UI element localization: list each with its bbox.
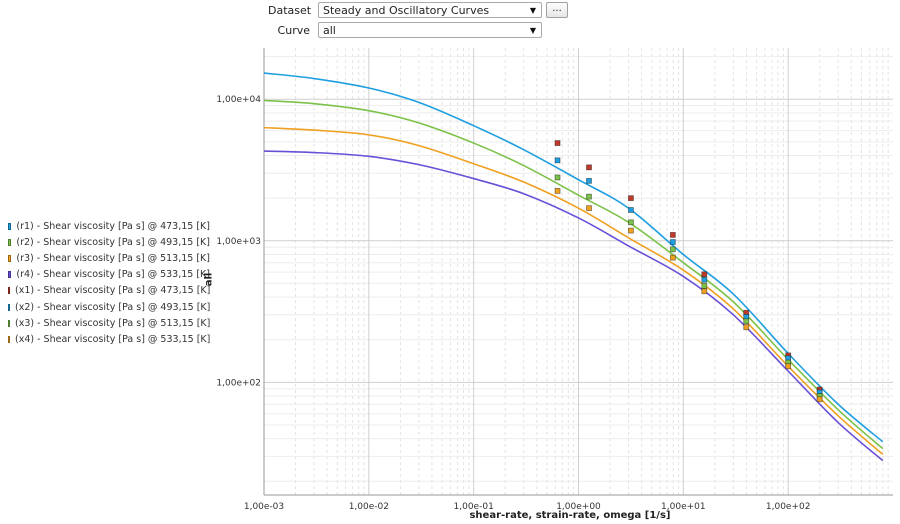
legend-label: (r4) - Shear viscosity [Pa s] @ 533,15 [… [16,269,210,281]
data-point-marker [669,239,676,245]
data-point-marker [554,174,561,181]
legend-label: (x3) - Shear viscosity [Pa s] @ 513,15 [… [15,317,211,329]
y-tick-label: 1,00e+04 [216,95,261,105]
data-point-marker [628,227,634,234]
data-point-marker [669,232,676,238]
data-point-marker [701,271,708,278]
x-axis-label: shear-rate, strain-rate, omega [1/s] [469,510,671,521]
dataset-label: Dataset [268,3,312,17]
data-point-marker [669,254,676,261]
data-point-marker [816,396,823,403]
dataset-more-button[interactable]: ... [546,2,568,18]
legend-item[interactable]: (x1) - Shear viscosity [Pa s] @ 473,15 [… [4,283,210,299]
data-point-marker [669,246,676,253]
data-point-marker [701,276,708,283]
legend-swatch-icon [8,254,12,262]
data-point-marker [586,177,592,184]
legend-item[interactable]: (x4) - Shear viscosity [Pa s] @ 533,15 [… [4,331,210,347]
legend-label: (x2) - Shear viscosity [Pa s] @ 493,15 [… [15,301,211,313]
legend-item[interactable]: (r4) - Shear viscosity [Pa s] @ 533,15 [… [4,267,210,283]
legend-swatch-icon [8,238,12,246]
y-tick-label: 1,00e+03 [216,237,261,247]
data-point-marker [743,318,750,325]
data-point-marker [628,219,634,226]
data-point-marker [785,363,792,370]
x-tick-label: 1,00e-01 [454,502,494,512]
x-tick-label: 1,00e+00 [556,502,601,512]
legend-swatch-icon [8,271,12,279]
legend-item[interactable]: (x3) - Shear viscosity [Pa s] @ 513,15 [… [4,315,210,331]
data-point-marker [586,164,592,171]
chevron-down-icon: ▼ [529,6,536,15]
data-point-marker [628,195,634,202]
data-point-marker [586,193,592,200]
x-tick-label: 1,00e-02 [349,502,389,512]
legend-swatch-icon [8,303,10,311]
data-point-marker [554,157,561,164]
x-tick-label: 1,00e+02 [766,502,811,512]
legend-swatch-icon [8,222,12,230]
data-point-marker [701,282,708,289]
legend-label: (x4) - Shear viscosity [Pa s] @ 533,15 [… [15,333,211,345]
dataset-select[interactable]: Steady and Oscillatory Curves ▼ [318,2,542,18]
legend-item[interactable]: (x2) - Shear viscosity [Pa s] @ 493,15 [… [4,299,210,315]
curve-row: Curve all ▼ [268,22,542,38]
data-point-marker [701,288,708,295]
legend-swatch-icon [8,287,10,295]
data-point-marker [586,205,592,212]
legend-label: (r2) - Shear viscosity [Pa s] @ 493,15 [… [16,236,210,248]
chevron-down-icon: ▼ [529,26,536,35]
legend-label: (x1) - Shear viscosity [Pa s] @ 473,15 [… [15,285,211,297]
data-point-marker [554,140,561,146]
legend-label: (r1) - Shear viscosity [Pa s] @ 473,15 [… [16,220,210,232]
data-point-marker [628,207,634,213]
legend-item[interactable]: (r2) - Shear viscosity [Pa s] @ 493,15 [… [4,234,210,250]
chart-legend: (r1) - Shear viscosity [Pa s] @ 473,15 [… [4,218,210,348]
x-tick-label: 1,00e-03 [244,502,284,512]
legend-label: (r3) - Shear viscosity [Pa s] @ 513,15 [… [16,252,210,264]
y-tick-label: 1,00e+02 [216,378,261,388]
series-line [264,150,884,462]
legend-item[interactable]: (r1) - Shear viscosity [Pa s] @ 473,15 [… [4,218,210,234]
dataset-select-value: Steady and Oscillatory Curves [323,4,490,17]
curve-label: Curve [277,23,310,37]
curve-select[interactable]: all ▼ [318,22,542,38]
dataset-row: Dataset Steady and Oscillatory Curves ▼ … [268,2,568,18]
data-point-marker [743,324,750,331]
legend-swatch-icon [8,319,10,327]
x-tick-label: 1,00e+01 [661,502,706,512]
legend-item[interactable]: (r3) - Shear viscosity [Pa s] @ 513,15 [… [4,250,210,266]
data-point-marker [554,188,561,194]
legend-swatch-icon [8,335,10,343]
curve-select-value: all [323,24,336,37]
y-axis-label: all [203,272,215,287]
